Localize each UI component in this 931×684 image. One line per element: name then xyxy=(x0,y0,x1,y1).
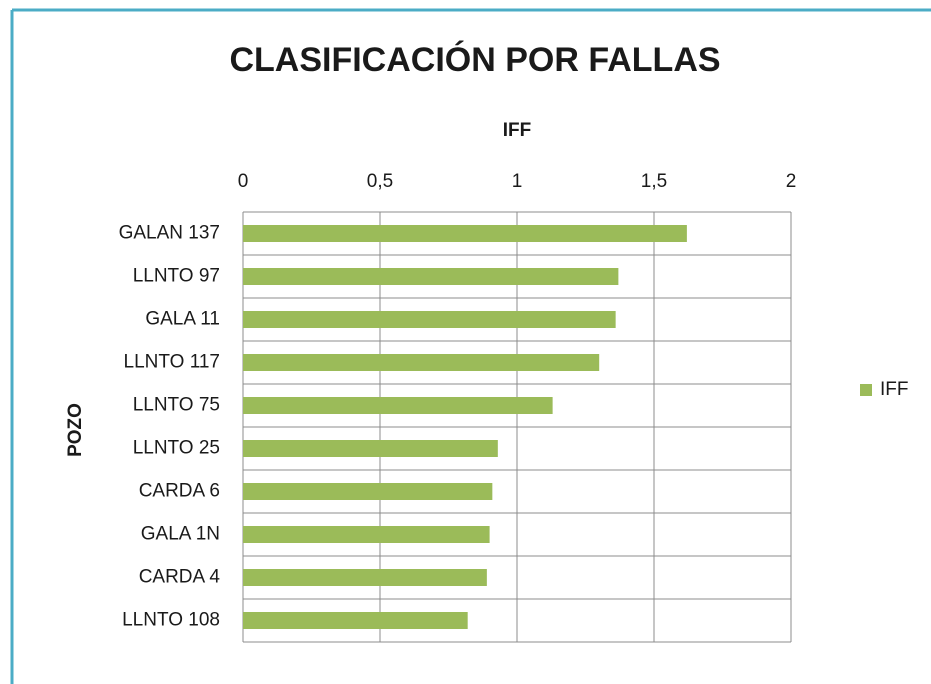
bar xyxy=(243,354,600,371)
bar xyxy=(243,612,468,629)
y-tick-label: LLNTO 108 xyxy=(122,610,220,631)
legend-swatch xyxy=(860,384,872,396)
bar xyxy=(243,397,553,414)
bar xyxy=(243,440,498,457)
y-tick-label: LLNTO 117 xyxy=(124,352,220,373)
bar xyxy=(243,311,616,328)
x-tick-label: 0,5 xyxy=(367,171,393,192)
y-tick-label: GALAN 137 xyxy=(119,223,220,244)
x-tick-label: 1 xyxy=(512,171,523,192)
y-tick-label: LLNTO 97 xyxy=(133,266,220,287)
x-axis-title: IFF xyxy=(503,120,532,141)
bar xyxy=(243,225,687,242)
y-tick-label: CARDA 4 xyxy=(139,567,221,588)
bar xyxy=(243,268,619,285)
y-tick-label: GALA 1N xyxy=(141,524,220,545)
bar xyxy=(243,569,487,586)
x-tick-label: 0 xyxy=(238,171,249,192)
y-tick-label: GALA 11 xyxy=(145,309,220,330)
bar xyxy=(243,526,490,543)
legend-label: IFF xyxy=(880,379,909,400)
chart-title: CLASIFICACIÓN POR FALLAS xyxy=(229,41,720,79)
y-tick-label: LLNTO 75 xyxy=(133,395,220,416)
y-tick-label: CARDA 6 xyxy=(139,481,220,502)
x-tick-label: 2 xyxy=(786,171,797,192)
y-tick-label: LLNTO 25 xyxy=(133,438,220,459)
bar xyxy=(243,483,493,500)
x-tick-label: 1,5 xyxy=(641,171,667,192)
y-axis-title: POZO xyxy=(65,403,86,457)
